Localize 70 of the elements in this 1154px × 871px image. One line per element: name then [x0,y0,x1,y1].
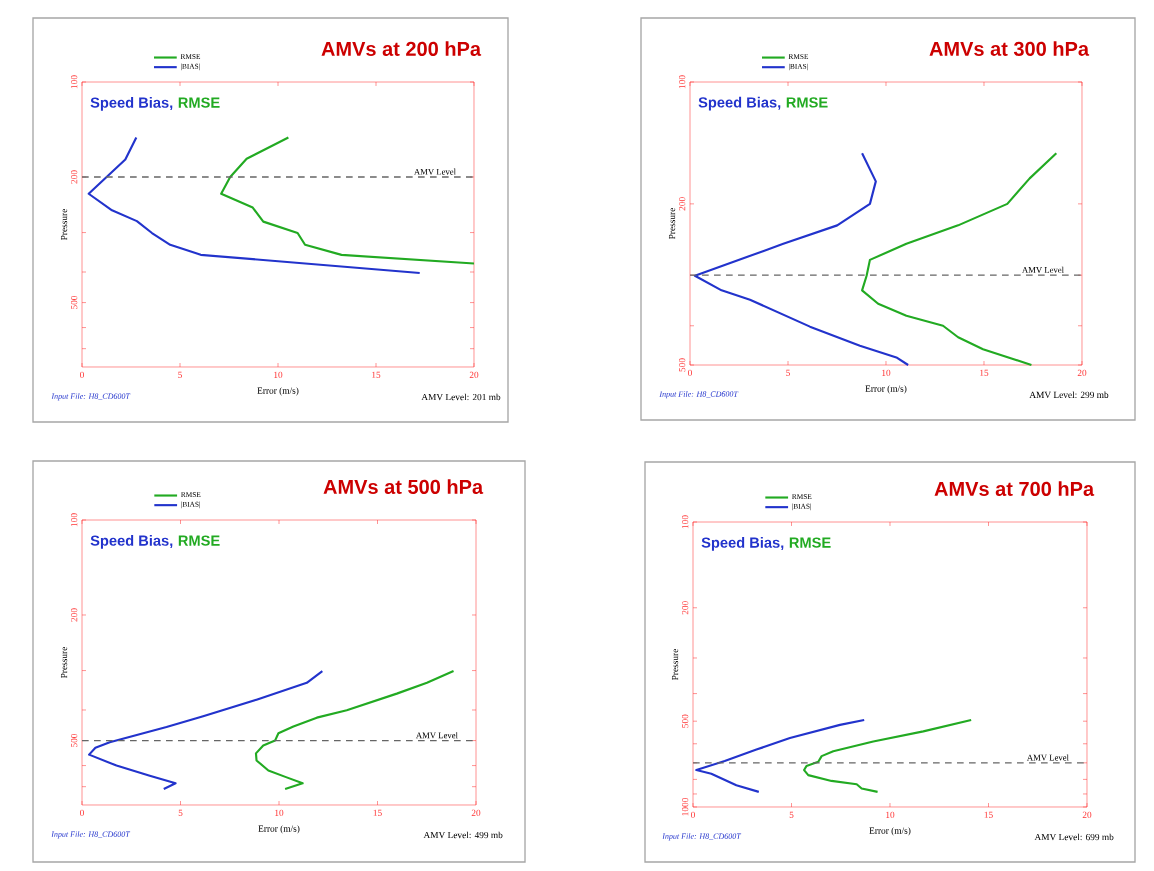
x-axis-title: Error (m/s) [869,827,911,836]
x-tick-label: 20 [1082,811,1092,818]
y-tick-label: 500 [71,733,78,748]
text: Input File: H8_CD600T [51,831,131,839]
annotation: RMSE [178,97,220,108]
line-series [693,152,910,367]
x-tick-label: 5 [178,371,182,378]
annotation: Speed Bias, [90,97,173,111]
annotation: RMSE [178,535,220,546]
y-tick-label: 500 [681,714,689,728]
annotation: Speed Bias, [698,96,781,111]
x-axis-title: Error (m/s) [865,385,907,394]
x-tick-label: 15 [984,811,993,818]
ref-line-label: AMV Level [415,732,458,739]
y-tick-label: 200 [678,197,686,211]
text: AMV Level: 699 mb [1034,833,1114,841]
text: Input File: H8_CD600T [659,391,739,399]
x-tick-label: 15 [372,371,381,378]
y-tick-label: 200 [71,608,78,622]
text: Input File: H8_CD600T [51,393,131,401]
chart-title: AMVs at 200 hPa [321,41,482,56]
y-axis-title: Pressure [60,209,68,241]
x-tick-label: 0 [80,371,84,378]
y-tick-label: 500 [678,358,686,372]
x-tick-label: 10 [886,811,895,818]
annotation: Speed Bias, [701,537,784,551]
x-tick-label: 20 [469,371,479,378]
x-axis-title: Error (m/s) [257,387,299,396]
y-tick-label: 200 [681,601,689,615]
text: AMV Level: 499 mb [423,831,503,839]
y-tick-label: 500 [71,295,78,310]
x-tick-label: 5 [789,811,794,818]
chart-title: AMVs at 300 hPa [929,41,1090,56]
line-series [220,136,476,265]
ref-line-label: AMV Level [1026,754,1069,761]
ref-line-label: AMV Level [1022,266,1064,273]
y-axis-title: Pressure [671,649,679,681]
text: AMV Level: 299 mb [1029,391,1109,399]
y-axis-title: Pressure [60,647,68,679]
x-tick-label: 0 [691,811,695,818]
y-tick-label: 100 [681,515,689,529]
line-series [695,718,866,793]
x-tick-label: 0 [80,809,84,816]
x-tick-label: 20 [1077,369,1087,377]
x-tick-label: 15 [980,369,989,376]
ref-line-label: AMV Level [414,168,456,175]
annotation: RMSE [786,97,828,108]
x-tick-label: 10 [882,369,891,377]
y-tick-label: 200 [71,170,78,184]
x-tick-label: 5 [178,809,183,816]
x-tick-label: 10 [275,809,284,816]
x-tick-label: 10 [274,371,283,378]
y-tick-label: 100 [71,513,78,527]
line-series [803,718,973,793]
y-tick-label: 100 [678,75,686,89]
y-tick-label: 1000 [681,798,689,816]
annotation: Speed Bias, [90,535,173,549]
x-tick-label: 0 [688,369,692,377]
text: AMV Level: 201 mb [421,393,501,401]
x-tick-label: 15 [373,809,382,816]
chart-title: AMVs at 700 hPa [934,481,1095,496]
x-axis-title: Error (m/s) [258,825,300,834]
line-series [88,669,324,791]
x-tick-label: 20 [471,809,481,816]
annotation: RMSE [789,537,831,548]
y-axis-title: Pressure [668,208,676,240]
y-tick-label: 100 [71,75,78,89]
text: Input File: H8_CD600T [662,833,742,841]
x-tick-label: 5 [786,369,790,376]
chart-title: AMVs at 500 hPa [323,479,484,494]
